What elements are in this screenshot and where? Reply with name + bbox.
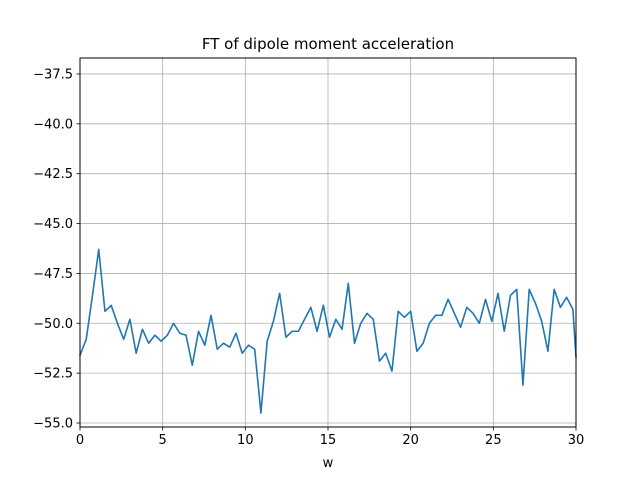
x-tick-label: 25 <box>485 433 502 448</box>
y-tick-label: −45.0 <box>33 217 73 232</box>
x-axis-label: w <box>323 456 334 471</box>
x-tick-label: 10 <box>237 433 254 448</box>
y-tick-label: −37.5 <box>33 67 73 82</box>
y-tick-label: −40.0 <box>33 117 73 132</box>
y-tick-label: −50.0 <box>33 317 73 332</box>
chart-title: FT of dipole moment acceleration <box>202 35 454 53</box>
y-tick-label: −55.0 <box>33 417 73 432</box>
x-tick-label: 0 <box>76 433 84 448</box>
x-tick-label: 20 <box>402 433 419 448</box>
x-tick-label: 30 <box>568 433 585 448</box>
x-tick-label: 15 <box>320 433 337 448</box>
y-tick-label: −47.5 <box>33 267 73 282</box>
y-tick-label: −42.5 <box>33 167 73 182</box>
y-tick-label: −52.5 <box>33 367 73 382</box>
x-tick-label: 5 <box>159 433 167 448</box>
